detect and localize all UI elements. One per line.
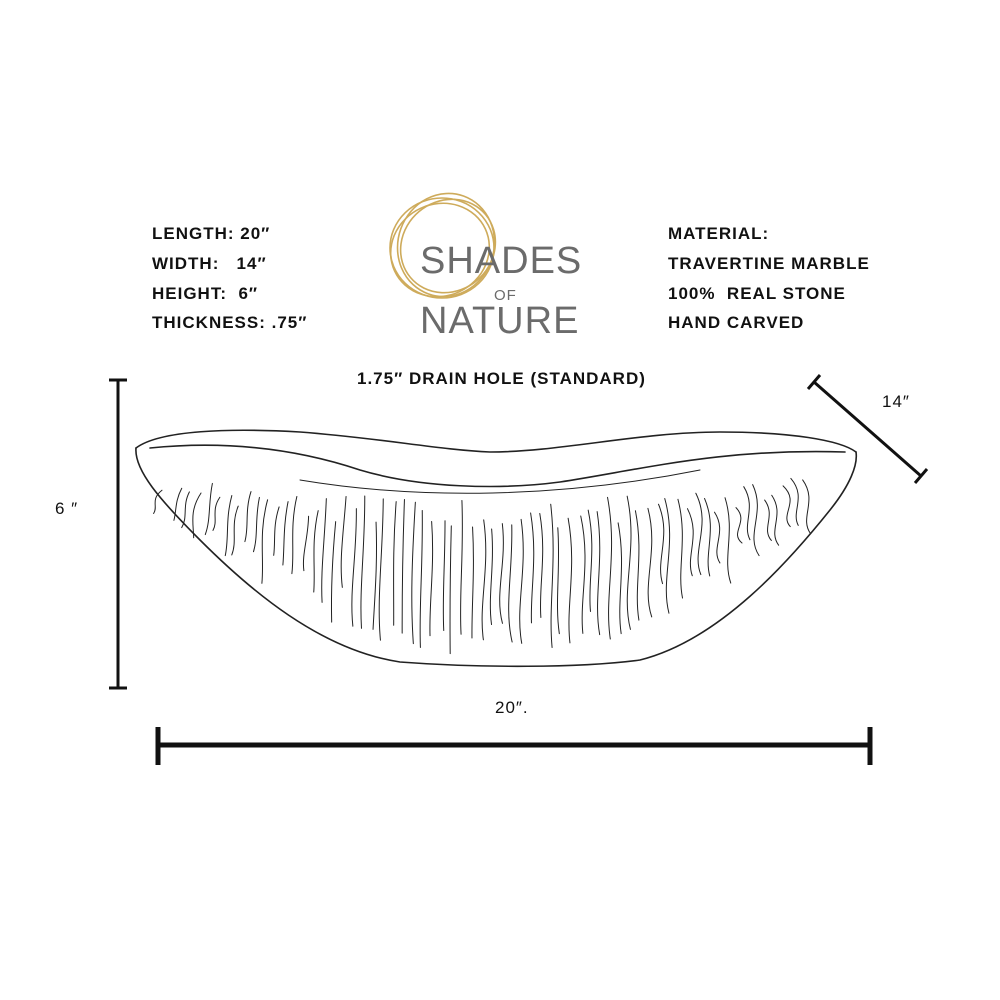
bowl-rib bbox=[567, 517, 573, 644]
bowl-rib bbox=[752, 484, 760, 557]
bowl-rib bbox=[212, 496, 221, 531]
bowl-rib bbox=[634, 510, 640, 621]
spec-thickness: THICKNESS: .75″ bbox=[152, 313, 308, 332]
bowl-rib bbox=[340, 495, 347, 588]
bowl-rib bbox=[252, 496, 260, 553]
bowl-rib bbox=[360, 495, 366, 629]
bowl-rib bbox=[686, 508, 694, 577]
bowl-rib bbox=[273, 506, 280, 556]
bowl-rib bbox=[282, 501, 289, 566]
bowl-rib bbox=[471, 526, 474, 639]
bowl-rib bbox=[302, 515, 310, 572]
bowl-rib bbox=[192, 492, 202, 539]
logo-of: OF bbox=[494, 287, 517, 304]
bowl-rib bbox=[153, 489, 163, 514]
bowl-rib bbox=[442, 520, 446, 631]
bowl-rib bbox=[743, 486, 751, 541]
bowl-rib bbox=[713, 511, 721, 564]
bowl-rib bbox=[596, 511, 601, 636]
bowl-rib bbox=[607, 496, 613, 640]
bowl-rib bbox=[261, 499, 269, 584]
bowl-rib bbox=[519, 518, 524, 644]
spec-real-stone: 100% REAL STONE bbox=[668, 284, 846, 303]
bowl-rib bbox=[378, 498, 384, 641]
height-label: 6 ″ bbox=[55, 499, 79, 518]
bowl-rib bbox=[429, 521, 434, 637]
bowl-sketch bbox=[135, 429, 858, 668]
bowl-rib bbox=[790, 477, 799, 526]
bowl-rib bbox=[539, 512, 544, 618]
bowl-rib bbox=[735, 507, 743, 544]
bowl-rib bbox=[664, 498, 671, 614]
bowl-rib bbox=[173, 487, 183, 521]
bowl-rib bbox=[647, 507, 653, 618]
bowl-rib bbox=[695, 492, 703, 576]
bowl-rib bbox=[313, 510, 319, 593]
bowl-rib bbox=[481, 519, 487, 641]
bowl-rib bbox=[724, 497, 732, 584]
drain-hole-label: 1.75″ DRAIN HOLE (STANDARD) bbox=[357, 369, 646, 388]
bowl-rib bbox=[401, 499, 405, 634]
bowl-rib bbox=[204, 482, 213, 536]
bowl-rib bbox=[499, 523, 504, 624]
spec-width: WIDTH: 14″ bbox=[152, 254, 267, 273]
logo-nature: NATURE bbox=[420, 300, 580, 342]
bowl-rib bbox=[244, 491, 252, 543]
bowl-rib bbox=[782, 485, 791, 528]
bowl-rib bbox=[449, 525, 452, 655]
spec-material: TRAVERTINE MARBLE bbox=[668, 254, 870, 273]
bowl-rib bbox=[411, 501, 416, 645]
bowl-rib bbox=[657, 503, 665, 585]
bowl-rib bbox=[231, 505, 239, 556]
spec-height: HEIGHT: 6″ bbox=[152, 284, 259, 303]
bowl-rib bbox=[626, 495, 632, 630]
bowl-rib bbox=[291, 495, 298, 575]
bowl-rib bbox=[556, 527, 560, 635]
bowl-rib bbox=[677, 498, 684, 599]
spec-hand-carved: HAND CARVED bbox=[668, 313, 805, 332]
bowl-rib bbox=[181, 491, 190, 529]
bowl-rib bbox=[764, 499, 772, 541]
spec-material-label: MATERIAL: bbox=[668, 224, 770, 243]
length-dimension-line bbox=[155, 727, 873, 765]
logo-shades: SHADES bbox=[420, 240, 583, 282]
height-dimension-line bbox=[109, 378, 127, 690]
bowl-rib bbox=[321, 498, 327, 603]
bowl-rib bbox=[508, 524, 513, 643]
bowl-rib bbox=[580, 515, 586, 634]
bowl-rib bbox=[330, 521, 337, 623]
bowl-rib bbox=[419, 510, 423, 648]
bowl-rib bbox=[587, 509, 593, 612]
bowl-rib bbox=[224, 495, 233, 557]
bowl-rib bbox=[530, 512, 535, 624]
spec-length: LENGTH: 20″ bbox=[152, 224, 271, 243]
bowl-rib bbox=[372, 521, 378, 630]
bowl-rib bbox=[489, 528, 493, 626]
length-label: 20″. bbox=[495, 698, 529, 717]
bowl-rib bbox=[802, 479, 811, 534]
bowl-rib bbox=[617, 522, 622, 635]
logo-ring-icon bbox=[389, 192, 497, 299]
bowl-rib bbox=[351, 508, 357, 627]
bowl-rib bbox=[550, 503, 554, 648]
bowl-rib bbox=[460, 500, 463, 635]
bowl-rib bbox=[393, 501, 397, 626]
bowl-rib bbox=[771, 494, 780, 546]
width-dimension-line bbox=[806, 374, 929, 484]
bowl-rib bbox=[704, 497, 711, 577]
width-label: 14″ bbox=[882, 392, 910, 411]
